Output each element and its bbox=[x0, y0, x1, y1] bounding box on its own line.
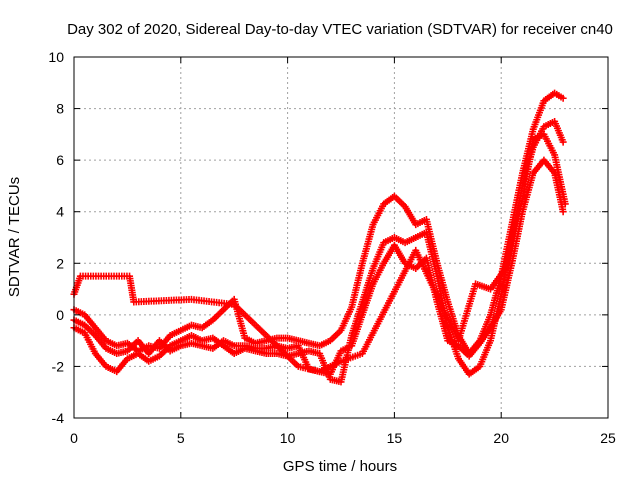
chart-title: Day 302 of 2020, Sidereal Day-to-day VTE… bbox=[67, 21, 613, 38]
x-tick-label: 10 bbox=[280, 430, 296, 446]
y-tick-label: 4 bbox=[56, 204, 64, 220]
y-tick-label: 2 bbox=[56, 255, 64, 271]
x-axis-label: GPS time / hours bbox=[283, 458, 397, 475]
x-tick-label: 0 bbox=[70, 430, 78, 446]
y-tick-label: -4 bbox=[52, 410, 65, 426]
data-point bbox=[559, 208, 567, 216]
data-point bbox=[561, 200, 569, 208]
x-tick-label: 25 bbox=[600, 430, 616, 446]
y-tick-label: -2 bbox=[52, 358, 65, 374]
series-track-a bbox=[70, 89, 567, 358]
x-tick-label: 20 bbox=[493, 430, 509, 446]
x-tick-label: 15 bbox=[387, 430, 403, 446]
data-series bbox=[70, 89, 569, 386]
y-tick-label: 6 bbox=[56, 152, 64, 168]
y-axis-label: SDTVAR / TECUs bbox=[6, 177, 23, 297]
data-point bbox=[559, 94, 567, 102]
axis-ticks: 0 5 10 15 20 25 -4 -2 0 2 4 6 8 10 bbox=[48, 49, 616, 446]
series-track-d bbox=[70, 130, 569, 376]
plot-frame bbox=[73, 56, 609, 419]
y-tick-label: 10 bbox=[48, 49, 64, 65]
y-tick-label: 0 bbox=[56, 307, 64, 323]
x-tick-label: 5 bbox=[177, 430, 185, 446]
data-point bbox=[559, 138, 567, 146]
y-tick-label: 8 bbox=[56, 101, 64, 117]
